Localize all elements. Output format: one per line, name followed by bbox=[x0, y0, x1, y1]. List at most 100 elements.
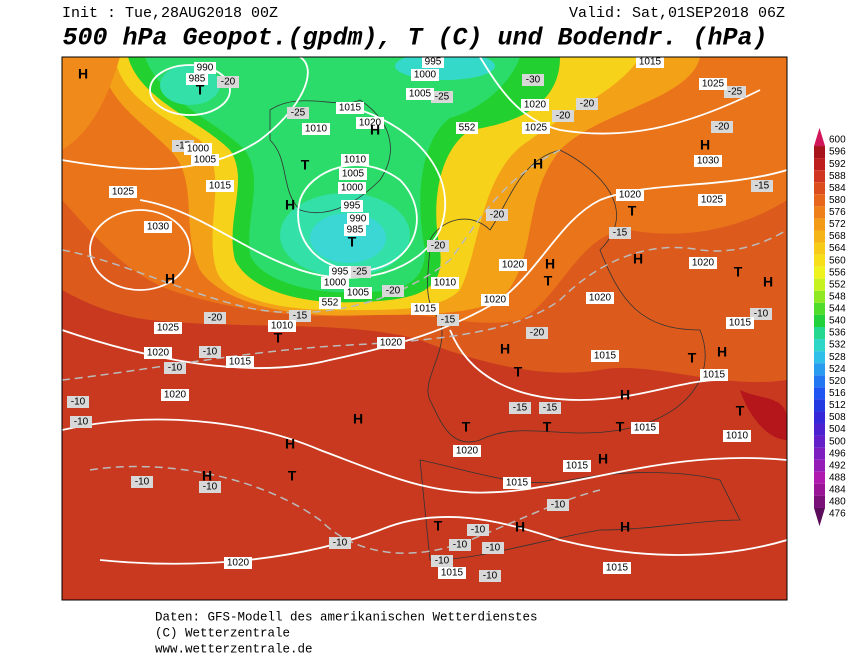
colorbar-swatch bbox=[814, 194, 825, 207]
pressure-label: 1025 bbox=[112, 187, 135, 198]
pressure-label: 1005 bbox=[409, 89, 432, 100]
isotherm-label: -20 bbox=[530, 328, 545, 339]
pressure-label-box bbox=[431, 277, 459, 289]
isotherm-label: -15 bbox=[755, 181, 770, 192]
isotherm-label: -20 bbox=[386, 286, 401, 297]
pressure-center: H bbox=[533, 156, 543, 172]
colorbar-swatch bbox=[814, 127, 825, 147]
colorbar-swatch bbox=[814, 218, 825, 231]
colorbar-label: 596 bbox=[829, 147, 846, 158]
pressure-label-box bbox=[341, 200, 363, 212]
pressure-label: 1020 bbox=[147, 348, 170, 359]
pressure-label-box bbox=[591, 350, 619, 362]
pressure-label: 1015 bbox=[594, 351, 617, 362]
pressure-label: 1015 bbox=[606, 563, 629, 574]
pressure-label-box bbox=[356, 117, 384, 129]
isotherm-label: -30 bbox=[526, 75, 541, 86]
pressure-center: H bbox=[285, 436, 295, 452]
pressure-label-box bbox=[406, 88, 434, 100]
colorbar-swatch bbox=[814, 170, 825, 183]
pressure-center: T bbox=[288, 468, 297, 484]
isotherm-label-box bbox=[711, 121, 733, 133]
pressure-center: H bbox=[500, 341, 510, 357]
pressure-label-box bbox=[603, 562, 631, 574]
colorbar-label: 584 bbox=[829, 183, 846, 194]
pressure-center: H bbox=[700, 137, 710, 153]
isotherm-label-box bbox=[67, 396, 89, 408]
pressure-label: 1020 bbox=[456, 446, 479, 457]
pressure-label: 1020 bbox=[380, 338, 403, 349]
colorbar-swatch bbox=[814, 314, 825, 327]
isotherm-label: -25 bbox=[291, 108, 306, 119]
colorbar-swatch bbox=[814, 254, 825, 267]
pressure-label-box bbox=[411, 303, 439, 315]
isotherm-label-box bbox=[522, 74, 544, 86]
pressure-label: 552 bbox=[459, 123, 476, 134]
isotherm-label-box bbox=[486, 209, 508, 221]
pressure-label-box bbox=[344, 287, 372, 299]
isotherm-label: -10 bbox=[168, 363, 183, 374]
isotherm-label: -10 bbox=[754, 309, 769, 320]
colorbar-swatch bbox=[814, 290, 825, 303]
colorbar-swatch bbox=[814, 387, 825, 400]
pressure-center: T bbox=[688, 350, 697, 366]
pressure-label-box bbox=[206, 180, 234, 192]
colorbar-swatch bbox=[814, 459, 825, 472]
pressure-label: 1020 bbox=[359, 118, 382, 129]
pressure-center: T bbox=[736, 403, 745, 419]
pressure-label: 1015 bbox=[566, 461, 589, 472]
pressure-label: 1020 bbox=[524, 100, 547, 111]
pressure-label: 1025 bbox=[157, 323, 180, 334]
isotherm-label: -20 bbox=[715, 122, 730, 133]
pressure-center: H bbox=[598, 451, 608, 467]
isotherm-label: -25 bbox=[728, 87, 743, 98]
isotherm-label: -15 bbox=[513, 403, 528, 414]
pressure-label-box bbox=[184, 143, 212, 155]
isotherm-label-box bbox=[467, 524, 489, 536]
pressure-label-box bbox=[344, 224, 366, 236]
colorbar-label: 508 bbox=[829, 412, 846, 423]
pressure-center: H bbox=[545, 256, 555, 272]
map-title: 500 hPa Geopot.(gpdm), T (C) und Bodendr… bbox=[62, 24, 767, 53]
pressure-label-box bbox=[154, 322, 182, 334]
colorbar-swatch bbox=[814, 375, 825, 388]
colorbar-swatch bbox=[814, 411, 825, 424]
pressure-center: H bbox=[165, 271, 175, 287]
isotherm-label-box bbox=[482, 542, 504, 554]
colorbar-swatch bbox=[814, 158, 825, 171]
pressure-center: H bbox=[78, 66, 88, 82]
colorbar-label: 480 bbox=[829, 497, 846, 508]
pressure-center: H bbox=[370, 122, 380, 138]
isotherm-label-box bbox=[329, 537, 351, 549]
pressure-label-box bbox=[726, 317, 754, 329]
pressure-label-box bbox=[694, 155, 722, 167]
pressure-label: 1005 bbox=[347, 288, 370, 299]
colorbar-label: 504 bbox=[829, 424, 846, 435]
isotherm-label-box bbox=[547, 499, 569, 511]
colorbar-label: 520 bbox=[829, 376, 846, 387]
pressure-label-box bbox=[723, 430, 751, 442]
colorbar-label: 580 bbox=[829, 195, 846, 206]
pressure-label-box bbox=[224, 557, 252, 569]
pressure-center: T bbox=[544, 273, 553, 289]
isotherm-label: -10 bbox=[435, 556, 450, 567]
isotherm-label-box bbox=[449, 539, 471, 551]
isotherm-label: -15 bbox=[441, 315, 456, 326]
pressure-label: 1010 bbox=[305, 124, 328, 135]
colorbar-swatch bbox=[814, 327, 825, 340]
pressure-center: H bbox=[202, 468, 212, 484]
colorbar-label: 516 bbox=[829, 388, 846, 399]
colorbar-swatch bbox=[814, 182, 825, 195]
pressure-label-box bbox=[700, 369, 728, 381]
pressure-label: 1005 bbox=[194, 155, 217, 166]
pressure-label-box bbox=[194, 62, 216, 74]
pressure-label-box bbox=[319, 297, 341, 309]
pressure-label: 1015 bbox=[639, 57, 662, 68]
pressure-center: T bbox=[628, 203, 637, 219]
isotherm-label: -10 bbox=[486, 543, 501, 554]
pressure-label-box bbox=[438, 567, 466, 579]
pressure-label: 1020 bbox=[589, 293, 612, 304]
isotherm-label-box bbox=[70, 416, 92, 428]
isotherm-label: -25 bbox=[353, 267, 368, 278]
pressure-label: 1010 bbox=[726, 431, 749, 442]
